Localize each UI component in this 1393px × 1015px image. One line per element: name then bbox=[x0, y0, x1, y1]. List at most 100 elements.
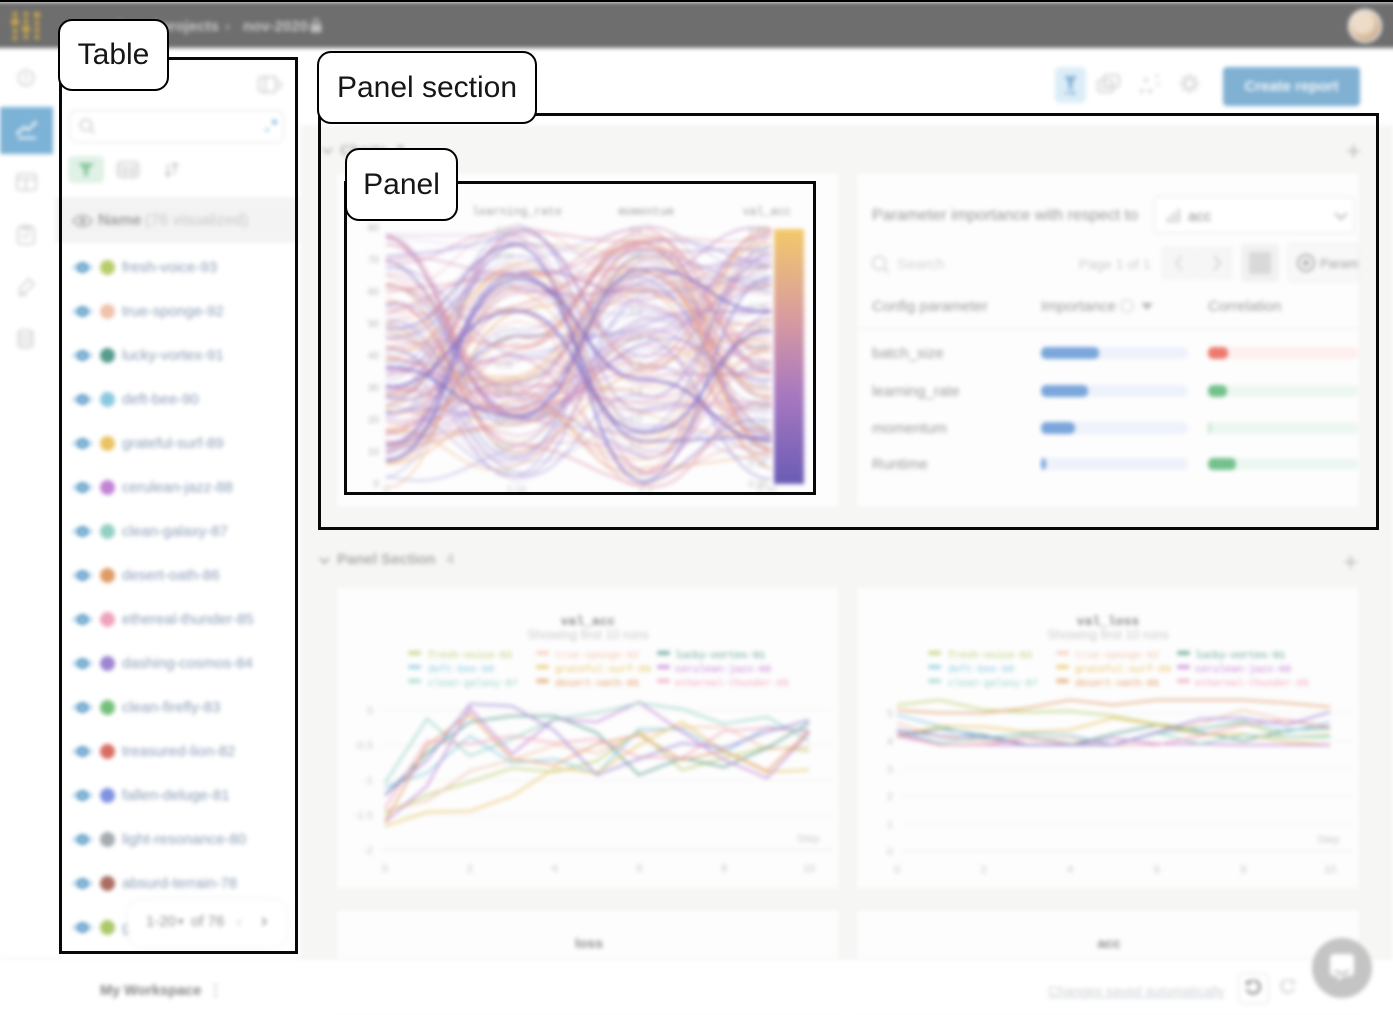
svg-text:0.02: 0.02 bbox=[495, 468, 513, 478]
svg-text:1.3: 1.3 bbox=[629, 387, 642, 397]
svg-text:30: 30 bbox=[368, 383, 380, 394]
svg-text:-0.5: -0.5 bbox=[354, 740, 373, 752]
svg-text:1.9: 1.9 bbox=[629, 333, 642, 343]
svg-text:0.65: 0.65 bbox=[749, 342, 768, 353]
svg-text:ethereal-thunder-85: ethereal-thunder-85 bbox=[1195, 678, 1309, 690]
svg-text:cerulean-jazz-88: cerulean-jazz-88 bbox=[1195, 664, 1291, 676]
svg-text:Param: Param bbox=[1320, 256, 1358, 271]
svg-text:val_acc: val_acc bbox=[561, 614, 616, 629]
svg-text:0.30: 0.30 bbox=[757, 485, 777, 496]
svg-text:0.75: 0.75 bbox=[749, 303, 768, 314]
svg-text:0.06: 0.06 bbox=[495, 360, 513, 370]
svg-text:Runtime: Runtime bbox=[872, 456, 928, 473]
svg-text:0.35: 0.35 bbox=[749, 459, 768, 470]
svg-text:momentum: momentum bbox=[618, 206, 673, 219]
svg-text:Showing first 10 runs: Showing first 10 runs bbox=[527, 627, 649, 642]
svg-text:grateful-surf-89: grateful-surf-89 bbox=[1075, 664, 1171, 676]
svg-text:Page 1 of 1: Page 1 of 1 bbox=[1079, 256, 1151, 272]
svg-text:0.80: 0.80 bbox=[749, 283, 768, 294]
svg-text:8: 8 bbox=[721, 863, 727, 875]
svg-text:0.60: 0.60 bbox=[749, 361, 768, 372]
svg-text:-1: -1 bbox=[363, 775, 373, 787]
svg-text:cerulean-jazz-88: cerulean-jazz-88 bbox=[675, 664, 771, 676]
svg-text:3: 3 bbox=[887, 764, 893, 776]
svg-text:Step: Step bbox=[797, 833, 820, 845]
svg-text:lucky-vortex-91: lucky-vortex-91 bbox=[1195, 650, 1285, 662]
svg-text:40: 40 bbox=[368, 351, 380, 362]
svg-text:4: 4 bbox=[887, 736, 893, 748]
svg-text:acc: acc bbox=[1188, 208, 1212, 225]
svg-text:true-sponge-92: true-sponge-92 bbox=[555, 651, 639, 662]
svg-text:0: 0 bbox=[373, 479, 379, 490]
svg-text:fresh-voice-93: fresh-voice-93 bbox=[428, 650, 512, 662]
svg-text:4: 4 bbox=[552, 863, 558, 875]
svg-text:3.1: 3.1 bbox=[629, 225, 642, 235]
svg-text:4: 4 bbox=[1067, 864, 1073, 876]
svg-text:Step: Step bbox=[1317, 834, 1340, 846]
svg-text:clean-galaxy-87: clean-galaxy-87 bbox=[948, 678, 1038, 690]
svg-text:0.90: 0.90 bbox=[749, 245, 768, 256]
svg-text:0.11: 0.11 bbox=[496, 225, 513, 235]
svg-text:2.2: 2.2 bbox=[629, 306, 642, 316]
svg-text:learning_rate: learning_rate bbox=[872, 383, 960, 400]
svg-text:fresh-voice-93: fresh-voice-93 bbox=[948, 650, 1032, 662]
svg-text:0.40: 0.40 bbox=[749, 439, 768, 450]
svg-text:0: 0 bbox=[382, 863, 388, 875]
svg-text:Config parameter: Config parameter bbox=[872, 298, 988, 315]
svg-text:10: 10 bbox=[368, 447, 380, 458]
svg-text:Importance: Importance bbox=[1041, 298, 1116, 315]
svg-text:0.50: 0.50 bbox=[749, 401, 768, 412]
svg-text:grateful-surf-89: grateful-surf-89 bbox=[555, 664, 651, 676]
svg-text:desert-oath-86: desert-oath-86 bbox=[1075, 678, 1159, 690]
svg-text:0.7: 0.7 bbox=[629, 441, 642, 451]
svg-text:0.08: 0.08 bbox=[495, 306, 513, 316]
svg-text:6: 6 bbox=[1154, 864, 1160, 876]
svg-text:val_acc: val_acc bbox=[743, 206, 791, 219]
svg-text:0: 0 bbox=[383, 485, 389, 496]
svg-text:clean-galaxy-87: clean-galaxy-87 bbox=[428, 678, 518, 690]
svg-text:2.8: 2.8 bbox=[629, 252, 642, 262]
svg-text:0.05: 0.05 bbox=[495, 387, 513, 397]
svg-text:Showing first 10 runs: Showing first 10 runs bbox=[1047, 627, 1169, 642]
svg-text:-2: -2 bbox=[363, 845, 373, 857]
svg-text:0.03: 0.03 bbox=[495, 441, 513, 451]
svg-text:ethereal-thunder-85: ethereal-thunder-85 bbox=[675, 678, 789, 690]
svg-text:Parameter importance with resp: Parameter importance with respect to bbox=[872, 207, 1138, 224]
svg-text:6: 6 bbox=[636, 863, 642, 875]
svg-text:0.1: 0.1 bbox=[639, 485, 653, 496]
svg-text:1: 1 bbox=[887, 819, 893, 831]
svg-text:2: 2 bbox=[887, 791, 893, 803]
svg-text:-1.5: -1.5 bbox=[354, 810, 373, 822]
svg-text:lucky-vortex-91: lucky-vortex-91 bbox=[675, 650, 765, 662]
svg-text:10: 10 bbox=[803, 863, 815, 875]
svg-text:10: 10 bbox=[1324, 864, 1336, 876]
svg-text:70: 70 bbox=[368, 255, 380, 266]
svg-text:0.06: 0.06 bbox=[507, 485, 527, 496]
svg-text:0: 0 bbox=[894, 864, 900, 876]
svg-text:20: 20 bbox=[368, 415, 380, 426]
svg-text:val_loss: val_loss bbox=[1077, 614, 1140, 629]
svg-text:0.45: 0.45 bbox=[749, 420, 768, 431]
svg-text:1.6: 1.6 bbox=[629, 360, 642, 370]
svg-text:0.04: 0.04 bbox=[495, 414, 513, 424]
svg-text:80: 80 bbox=[368, 223, 380, 234]
svg-text:batch_size: batch_size bbox=[872, 345, 944, 362]
svg-text:0.30: 0.30 bbox=[749, 479, 768, 490]
svg-text:0.4: 0.4 bbox=[629, 468, 642, 478]
svg-text:2.5: 2.5 bbox=[629, 279, 642, 289]
svg-text:desert-oath-86: desert-oath-86 bbox=[555, 678, 639, 690]
svg-text:0.70: 0.70 bbox=[749, 323, 768, 334]
svg-text:2: 2 bbox=[981, 864, 987, 876]
svg-text:deft-bee-90: deft-bee-90 bbox=[948, 664, 1014, 676]
svg-text:0.09: 0.09 bbox=[495, 279, 513, 289]
svg-text:0.55: 0.55 bbox=[749, 381, 768, 392]
svg-text:0: 0 bbox=[367, 705, 373, 717]
svg-text:Correlation: Correlation bbox=[1208, 298, 1281, 315]
svg-text:0.10: 0.10 bbox=[495, 252, 513, 262]
svg-text:0.07: 0.07 bbox=[495, 333, 513, 343]
svg-text:0.95: 0.95 bbox=[749, 225, 768, 236]
svg-text:0: 0 bbox=[887, 846, 893, 858]
svg-text:50: 50 bbox=[368, 319, 380, 330]
svg-text:0.85: 0.85 bbox=[749, 264, 768, 275]
svg-text:8: 8 bbox=[1240, 864, 1246, 876]
